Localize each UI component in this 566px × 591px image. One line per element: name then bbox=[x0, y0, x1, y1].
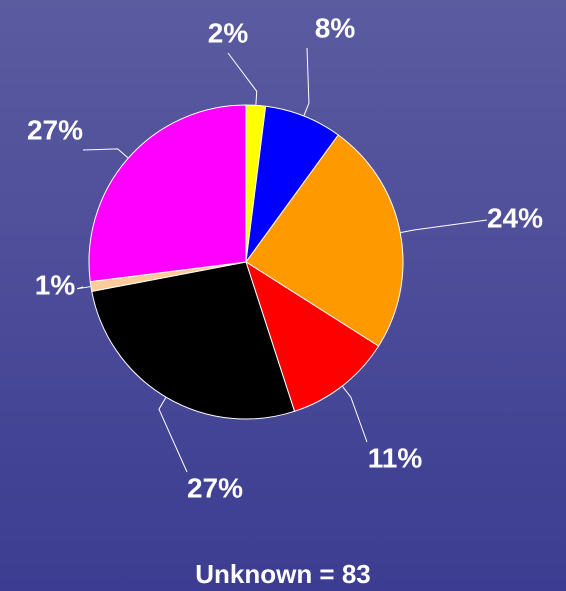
pie-slice bbox=[245, 134, 404, 347]
data-label: 27% bbox=[27, 114, 83, 145]
data-label: 1% bbox=[35, 269, 76, 300]
data-label: 27% bbox=[187, 472, 243, 503]
data-label: 2% bbox=[208, 17, 249, 48]
note: Unknown = 83 bbox=[195, 559, 371, 589]
leader-line bbox=[82, 148, 129, 159]
leader-line bbox=[76, 286, 92, 290]
leader-line bbox=[227, 52, 258, 106]
leader-line bbox=[303, 47, 310, 117]
pie-slice bbox=[245, 260, 380, 412]
data-label: 8% bbox=[315, 12, 356, 43]
leader-line bbox=[158, 396, 188, 473]
data-label: 11% bbox=[368, 442, 423, 473]
leader-line bbox=[400, 219, 488, 234]
leader-line bbox=[341, 385, 368, 443]
data-label: 24% bbox=[487, 202, 543, 233]
pie-slice bbox=[88, 104, 247, 283]
